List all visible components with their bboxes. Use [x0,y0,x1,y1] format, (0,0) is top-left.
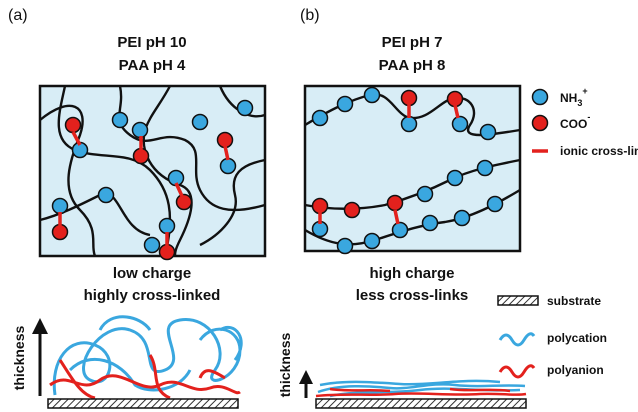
ammonium-bead [143,236,161,254]
label-base: NH [560,91,577,105]
description: highly cross-linked [84,287,221,304]
ammonium-bead [191,113,209,131]
ammonium-bead [453,209,471,227]
substrate [315,398,527,409]
crosslinks [58,104,460,246]
condition: PAA pH 8 [379,57,446,74]
legend-label: NH3+ [560,86,588,108]
label-base: COO [560,117,587,131]
carboxylate-bead [446,90,464,108]
axis-label: thickness [277,332,293,397]
panel-tag: (a) [8,7,28,24]
condition: PEI pH 7 [382,34,443,51]
legend-substrate [497,295,539,306]
ammonium-bead [158,217,176,235]
ammonium-bead [219,157,237,175]
ammonium-bead [51,197,69,215]
carboxylate-bead [386,194,404,212]
legend-label: polyanion [547,363,604,377]
ammonium-bead [336,237,354,255]
carboxylate-bead [400,89,418,107]
label-sub: 3 [577,98,582,108]
ammonium-bead [336,95,354,113]
ammonium-bead [391,221,409,239]
legend-label: COO- [560,112,590,131]
carboxylate-bead [51,223,69,241]
carboxylate-bead [311,197,329,215]
ammonium-bead [363,232,381,250]
substrate [47,398,239,409]
label-sup: - [587,112,590,122]
legend-label: polycation [547,331,607,345]
ammonium-bead [111,111,129,129]
ammonium-bead [451,115,469,133]
ammonium-bead [476,159,494,177]
ammonium-bead [421,214,439,232]
film-b [315,379,527,398]
carboxylate-bead [64,116,82,134]
ammonium-bead [416,185,434,203]
ammonium-bead [97,186,115,204]
label-sup: + [582,86,587,96]
carboxylate-bead [216,131,234,149]
description: high charge [369,265,454,282]
arrow-head [32,318,48,334]
panel-tag: (b) [300,7,320,24]
legend-label: substrate [547,294,601,308]
film-a [49,315,243,400]
carboxylate-bead [343,201,361,219]
legend-polyanion [498,364,536,379]
legend-carboxylate [531,114,549,132]
ammonium-bead [363,86,381,104]
ammonium-bead [479,123,497,141]
axis-label: thickness [11,325,27,390]
condition: PAA pH 4 [119,57,186,74]
ammonium-bead [236,99,254,117]
legend-ammonium [531,88,549,106]
description: low charge [113,265,191,282]
carboxylate-bead [158,243,176,261]
condition: PEI pH 10 [117,34,186,51]
arrow-head [299,370,313,384]
legend-polycation [498,332,536,347]
legend-label: ionic cross-link [560,144,638,158]
ammonium-bead [131,121,149,139]
ammonium-bead [400,115,418,133]
carboxylate-bead [175,193,193,211]
beads [51,86,504,261]
description: less cross-links [356,287,469,304]
ammonium-bead [486,195,504,213]
carboxylate-bead [132,147,150,165]
ammonium-bead [311,109,329,127]
ammonium-bead [446,169,464,187]
